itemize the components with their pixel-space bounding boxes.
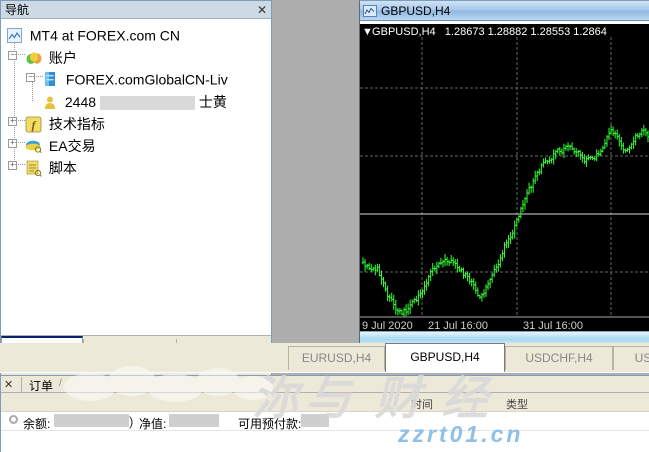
svg-text:31 Jul 16:00: 31 Jul 16:00 [523, 320, 583, 331]
svg-text:9 Jul 2020: 9 Jul 2020 [362, 320, 413, 331]
svg-text:21 Jul 16:00: 21 Jul 16:00 [428, 320, 488, 331]
